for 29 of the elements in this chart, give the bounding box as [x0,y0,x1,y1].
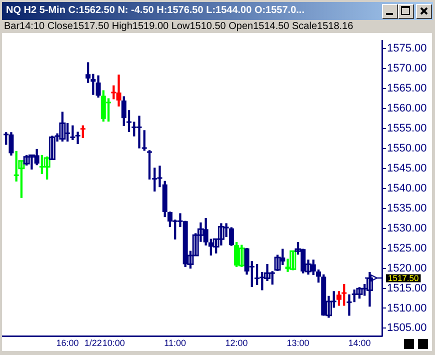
y-tick-label: 1575.00 [387,42,427,55]
y-tick-label: 1545.00 [387,162,427,174]
candlestick [48,136,56,160]
y-tick-label: 1510.00 [387,302,427,314]
y-tick-label: 1530.00 [387,222,427,234]
y-tick-label: 1570.00 [387,62,427,75]
y-tick-label: 1550.00 [387,142,427,154]
x-tick-label: 14:00 [348,338,371,348]
candlestick [366,272,373,307]
chart-title: NQ H2 5-Min C:1562.50 N: -4.50 H:1576.50 L:1544.00 O:1557.0... [6,5,304,16]
x-tick-label: 1/22 [84,338,102,348]
x-tick-label: 11:00 [164,338,186,348]
candlestick [346,294,352,316]
x-tick-label: 16:00 [56,338,79,348]
y-tick-label: 1520.00 [387,262,427,274]
y-tick-label: 1515.00 [387,282,427,294]
y-tick-label: 1540.00 [387,182,427,194]
y-tick-label: 1560.00 [387,102,427,115]
y-tick-label: 1525.00 [387,242,427,254]
y-tick-label: 1565.00 [387,82,427,95]
y-tick-label: 1535.00 [387,202,427,214]
y-tick-label: 1505.00 [387,322,427,334]
y-tick-label: 1555.00 [387,122,427,135]
x-tick-label: 10:00 [102,338,125,348]
x-tick-label: 13:00 [286,338,310,348]
text: 1517.50 [388,273,419,284]
candlestick [238,244,245,268]
chart-subtitle: Bar14:10 Close1517.50 High1519.00 Low1510.50 Open1514.50 Scale1518.16 [4,21,354,32]
x-tick-label: 12:00 [225,338,248,348]
